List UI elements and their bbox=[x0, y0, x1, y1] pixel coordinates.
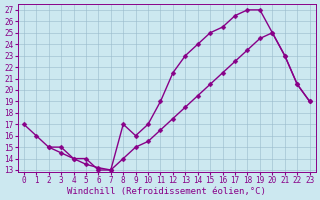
X-axis label: Windchill (Refroidissement éolien,°C): Windchill (Refroidissement éolien,°C) bbox=[67, 187, 266, 196]
